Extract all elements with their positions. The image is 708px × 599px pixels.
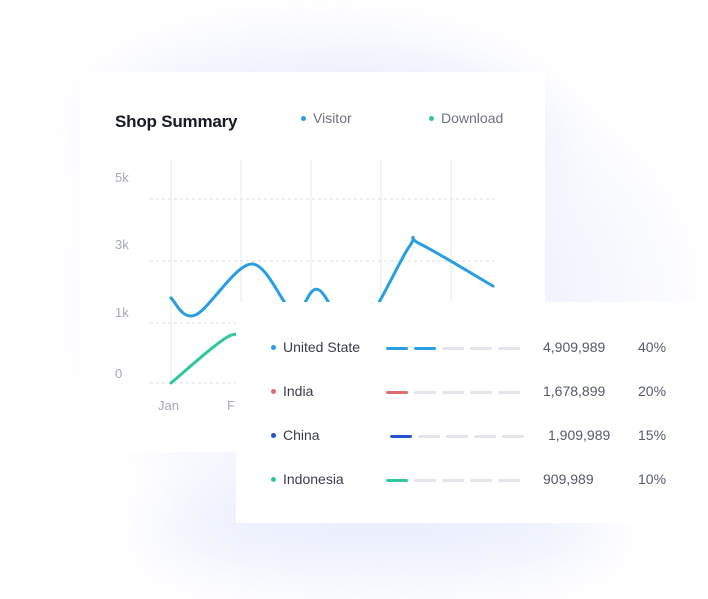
download-dot-icon [429, 115, 434, 121]
share-bar-segment [418, 435, 440, 438]
country-dot-icon [271, 477, 276, 482]
share-bar-segment [414, 347, 436, 350]
x-tick-label: F [227, 398, 235, 413]
legend-item-visitor[interactable]: Visitor [301, 110, 352, 126]
country-name: United State [283, 339, 361, 355]
country-value: 4,909,989 [543, 339, 606, 355]
country-percent: 20% [638, 383, 667, 399]
share-bar-segment [414, 391, 436, 394]
card-title: Shop Summary [115, 112, 238, 131]
country-row[interactable]: China 1,909,989 15% [236, 424, 706, 448]
share-bar-segment [502, 435, 524, 438]
share-bar-segment [498, 391, 520, 394]
country-value: 1,678,899 [543, 383, 606, 399]
country-name: China [283, 427, 320, 443]
share-bar-segment [470, 391, 492, 394]
share-bar-segment [414, 479, 436, 482]
share-bar-segment [470, 347, 492, 350]
share-bar-segment [470, 479, 492, 482]
share-bar-segment [386, 347, 408, 350]
share-bar-segment [498, 347, 520, 350]
country-name: Indonesia [283, 471, 344, 487]
country-percent: 40% [638, 339, 667, 355]
share-bar-segment [390, 435, 412, 438]
y-tick-label: 5k [115, 170, 129, 185]
country-name: India [283, 383, 314, 399]
share-bar-segment [446, 435, 468, 438]
y-tick-label: 0 [115, 366, 123, 381]
share-bar-segment [442, 479, 464, 482]
country-share-bar [390, 435, 524, 438]
y-tick-label: 3k [115, 237, 129, 252]
share-bar-segment [442, 391, 464, 394]
visitor-series-line [169, 235, 495, 335]
country-dot-icon [271, 389, 276, 394]
country-share-bar [386, 347, 520, 350]
legend-label-visitor: Visitor [313, 110, 352, 126]
legend-item-download[interactable]: Download [429, 110, 503, 126]
x-tick-label: Jan [158, 398, 179, 413]
country-value: 1,909,989 [548, 427, 611, 443]
country-dot-icon [271, 345, 276, 350]
country-percent: 15% [638, 427, 667, 443]
country-share-bar [386, 391, 520, 394]
country-breakdown-card: United State 4,909,989 40% India 1,678,8… [236, 302, 706, 523]
country-percent: 10% [638, 471, 667, 487]
country-dot-icon [271, 433, 276, 438]
share-bar-segment [386, 391, 408, 394]
share-bar-segment [386, 479, 408, 482]
share-bar-segment [474, 435, 496, 438]
country-row[interactable]: Indonesia 909,989 10% [236, 468, 706, 492]
share-bar-segment [498, 479, 520, 482]
country-share-bar [386, 479, 520, 482]
share-bar-segment [442, 347, 464, 350]
legend-label-download: Download [441, 110, 504, 126]
country-value: 909,989 [543, 471, 594, 487]
country-row[interactable]: United State 4,909,989 40% [236, 336, 706, 360]
visitor-dot-icon [301, 115, 306, 121]
y-tick-label: 1k [115, 305, 129, 320]
country-row[interactable]: India 1,678,899 20% [236, 380, 706, 404]
